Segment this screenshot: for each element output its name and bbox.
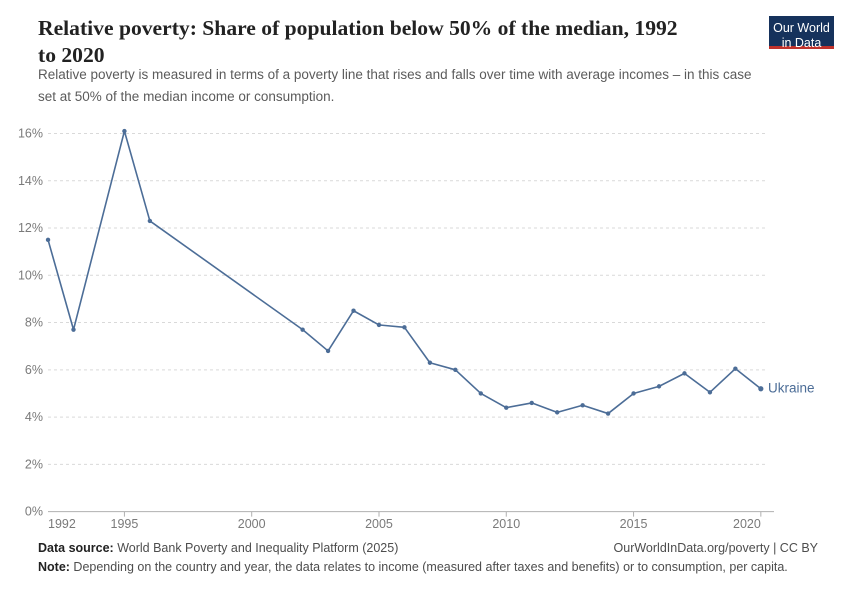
svg-text:2020: 2020: [733, 517, 761, 531]
svg-text:2015: 2015: [620, 517, 648, 531]
svg-text:4%: 4%: [25, 410, 43, 424]
svg-text:1992: 1992: [48, 517, 76, 531]
svg-text:1995: 1995: [111, 517, 139, 531]
svg-text:0%: 0%: [25, 505, 43, 519]
svg-text:10%: 10%: [18, 268, 43, 282]
svg-text:2005: 2005: [365, 517, 393, 531]
svg-text:2000: 2000: [238, 517, 266, 531]
svg-text:14%: 14%: [18, 174, 43, 188]
svg-text:2010: 2010: [492, 517, 520, 531]
svg-text:12%: 12%: [18, 221, 43, 235]
svg-text:16%: 16%: [18, 127, 43, 141]
svg-text:2%: 2%: [25, 457, 43, 471]
svg-text:6%: 6%: [25, 363, 43, 377]
svg-text:Ukraine: Ukraine: [768, 381, 815, 396]
svg-text:8%: 8%: [25, 316, 43, 330]
